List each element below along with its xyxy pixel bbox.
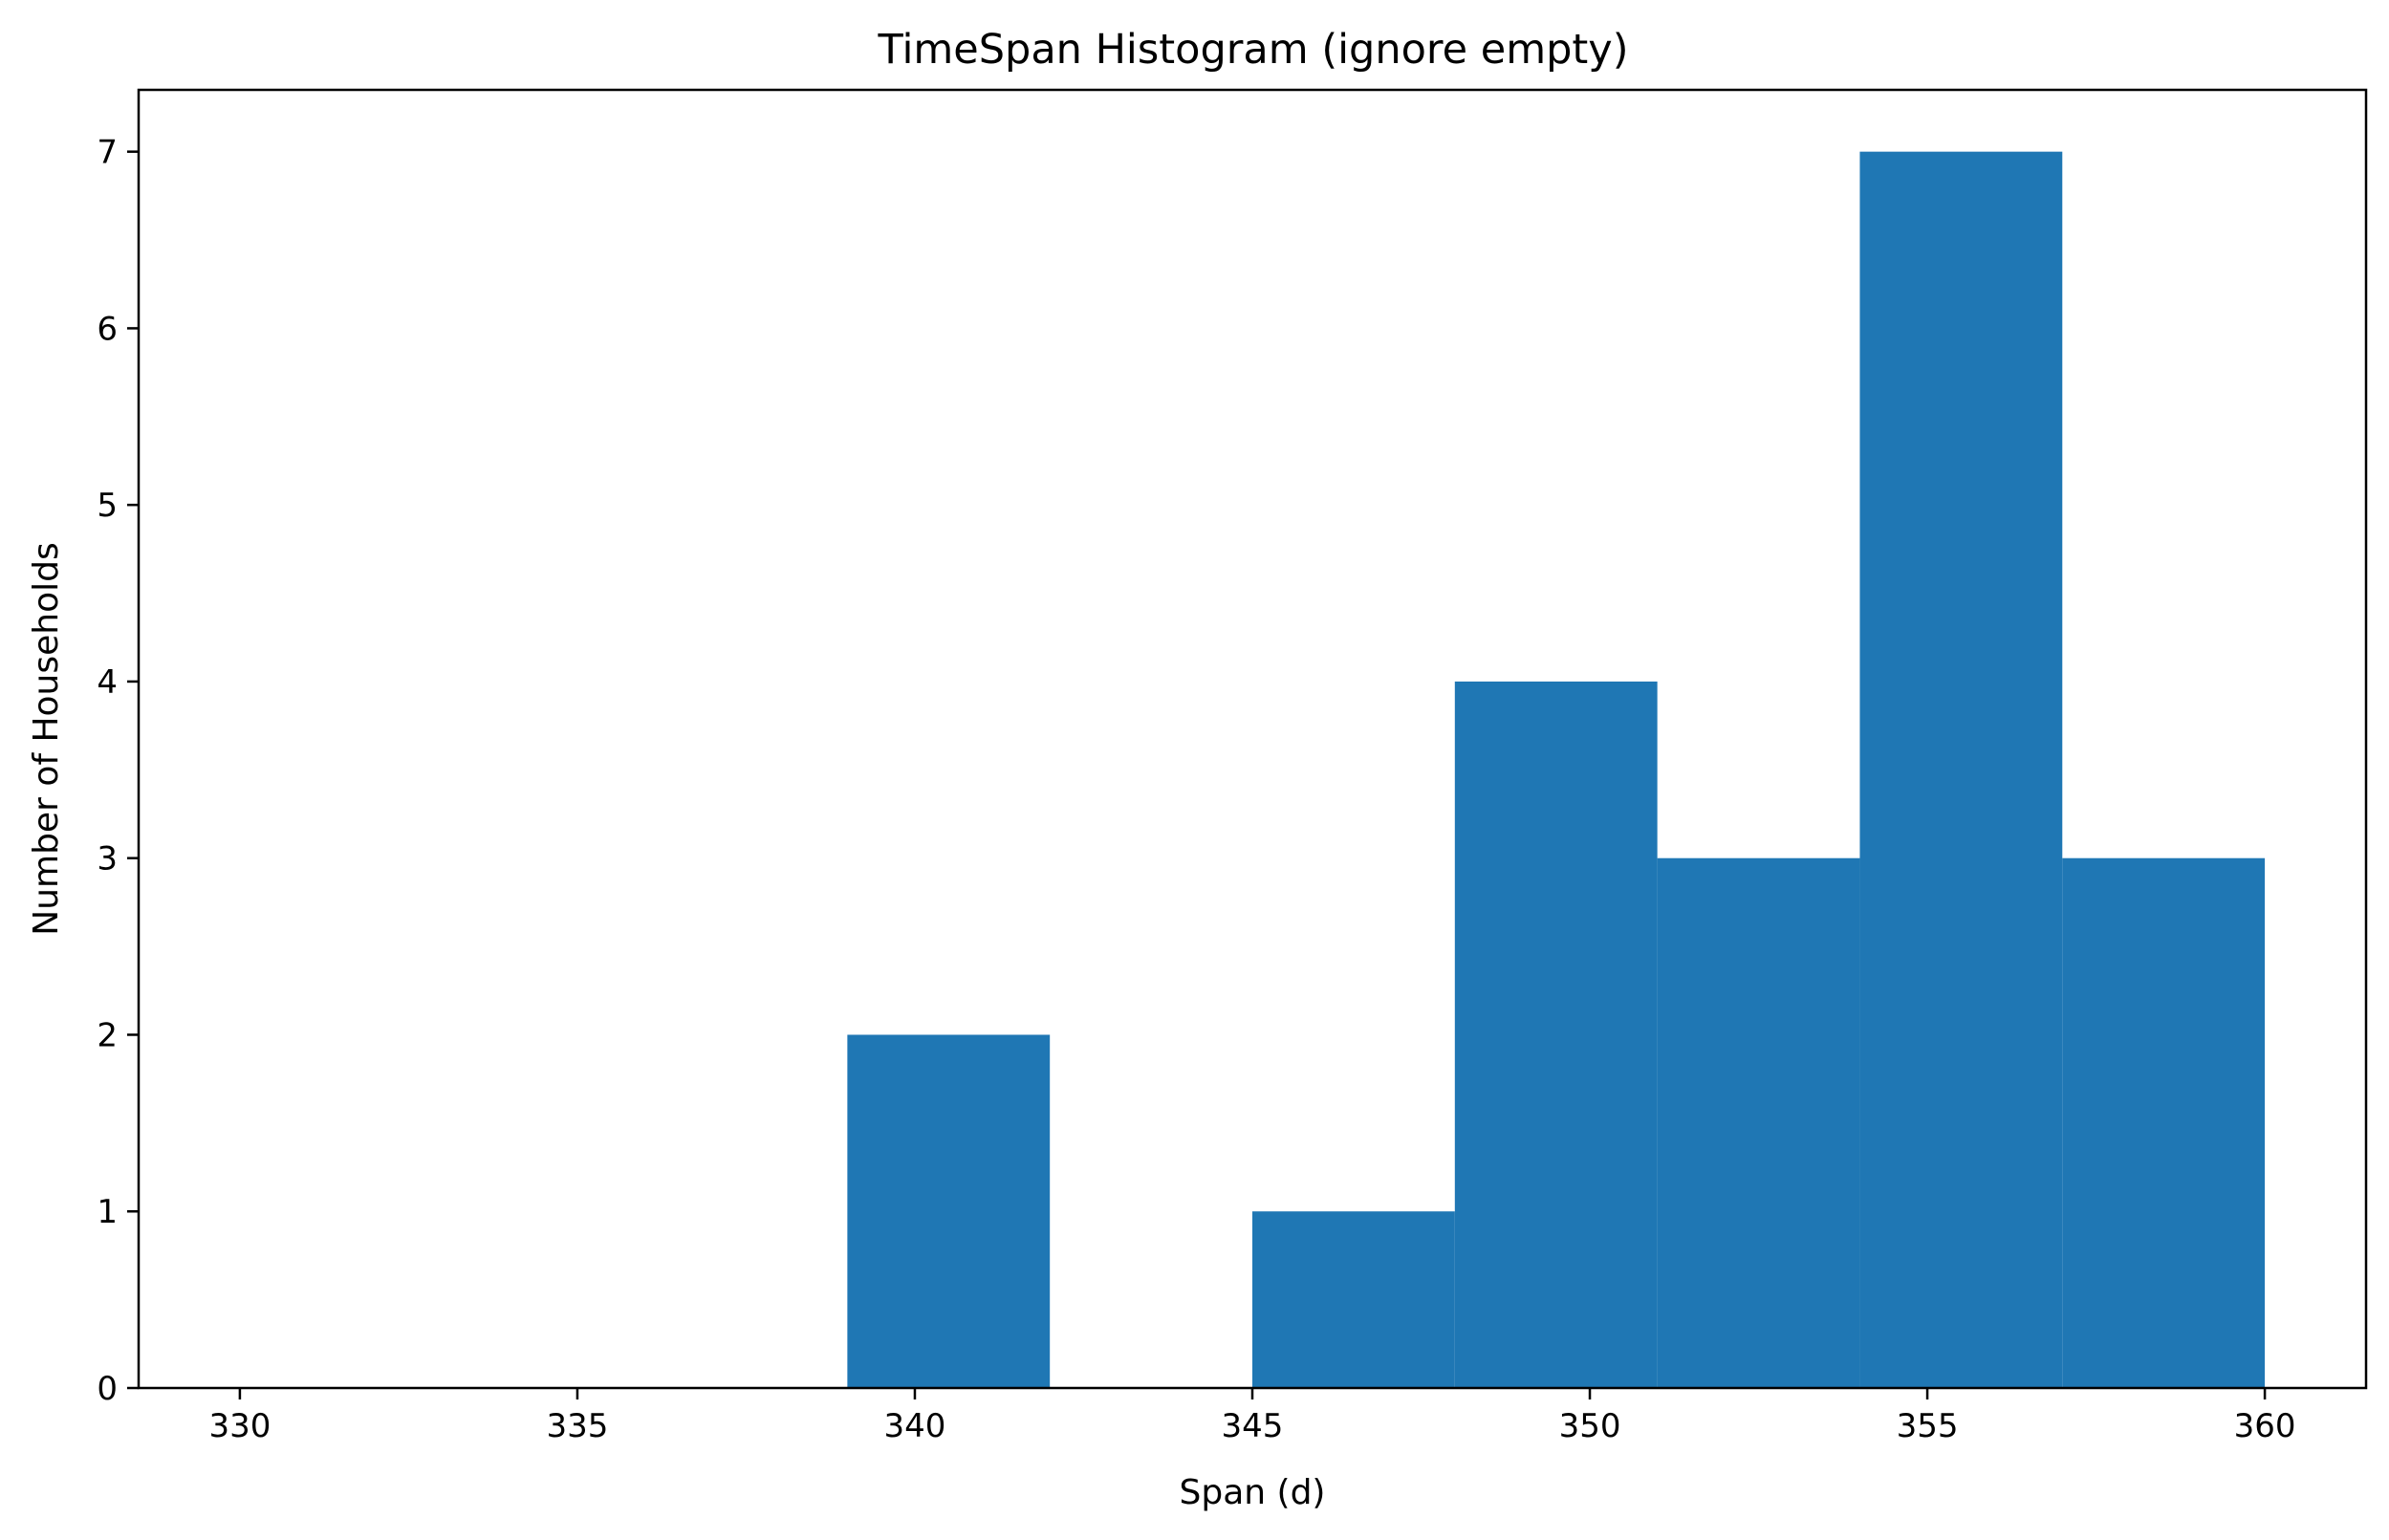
x-tick-label: 335 bbox=[546, 1407, 608, 1445]
x-tick-label: 360 bbox=[2234, 1407, 2296, 1445]
histogram-bar bbox=[2062, 857, 2266, 1388]
y-tick-label: 6 bbox=[97, 310, 118, 348]
y-tick-label: 3 bbox=[97, 840, 118, 878]
x-tick-label: 350 bbox=[1559, 1407, 1621, 1445]
y-tick-label: 7 bbox=[97, 134, 118, 172]
x-axis-label: Span (d) bbox=[1180, 1473, 1326, 1512]
x-axis-ticks: 330 335 340 345 350 355 360 bbox=[208, 1388, 2296, 1445]
chart-title: TimeSpan Histogram (ignore empty) bbox=[878, 26, 1629, 74]
x-tick-label: 345 bbox=[1222, 1407, 1284, 1445]
histogram-bar bbox=[1454, 681, 1658, 1388]
histogram-bar bbox=[847, 1034, 1051, 1388]
x-tick-label: 340 bbox=[884, 1407, 946, 1445]
histogram-bar bbox=[1657, 857, 1860, 1388]
y-tick-label: 1 bbox=[97, 1193, 118, 1231]
x-tick-label: 355 bbox=[1897, 1407, 1959, 1445]
histogram-bar bbox=[1859, 151, 2063, 1389]
x-tick-label: 330 bbox=[208, 1407, 271, 1445]
y-axis-ticks: 0 1 2 3 4 5 6 7 bbox=[97, 134, 139, 1408]
y-tick-label: 2 bbox=[97, 1016, 118, 1054]
y-tick-label: 0 bbox=[97, 1370, 118, 1408]
y-tick-label: 4 bbox=[97, 663, 118, 702]
bars-group bbox=[847, 151, 2266, 1389]
y-axis-label: Number of Households bbox=[27, 542, 66, 935]
histogram-bar bbox=[1252, 1211, 1455, 1388]
y-tick-label: 5 bbox=[97, 487, 118, 525]
